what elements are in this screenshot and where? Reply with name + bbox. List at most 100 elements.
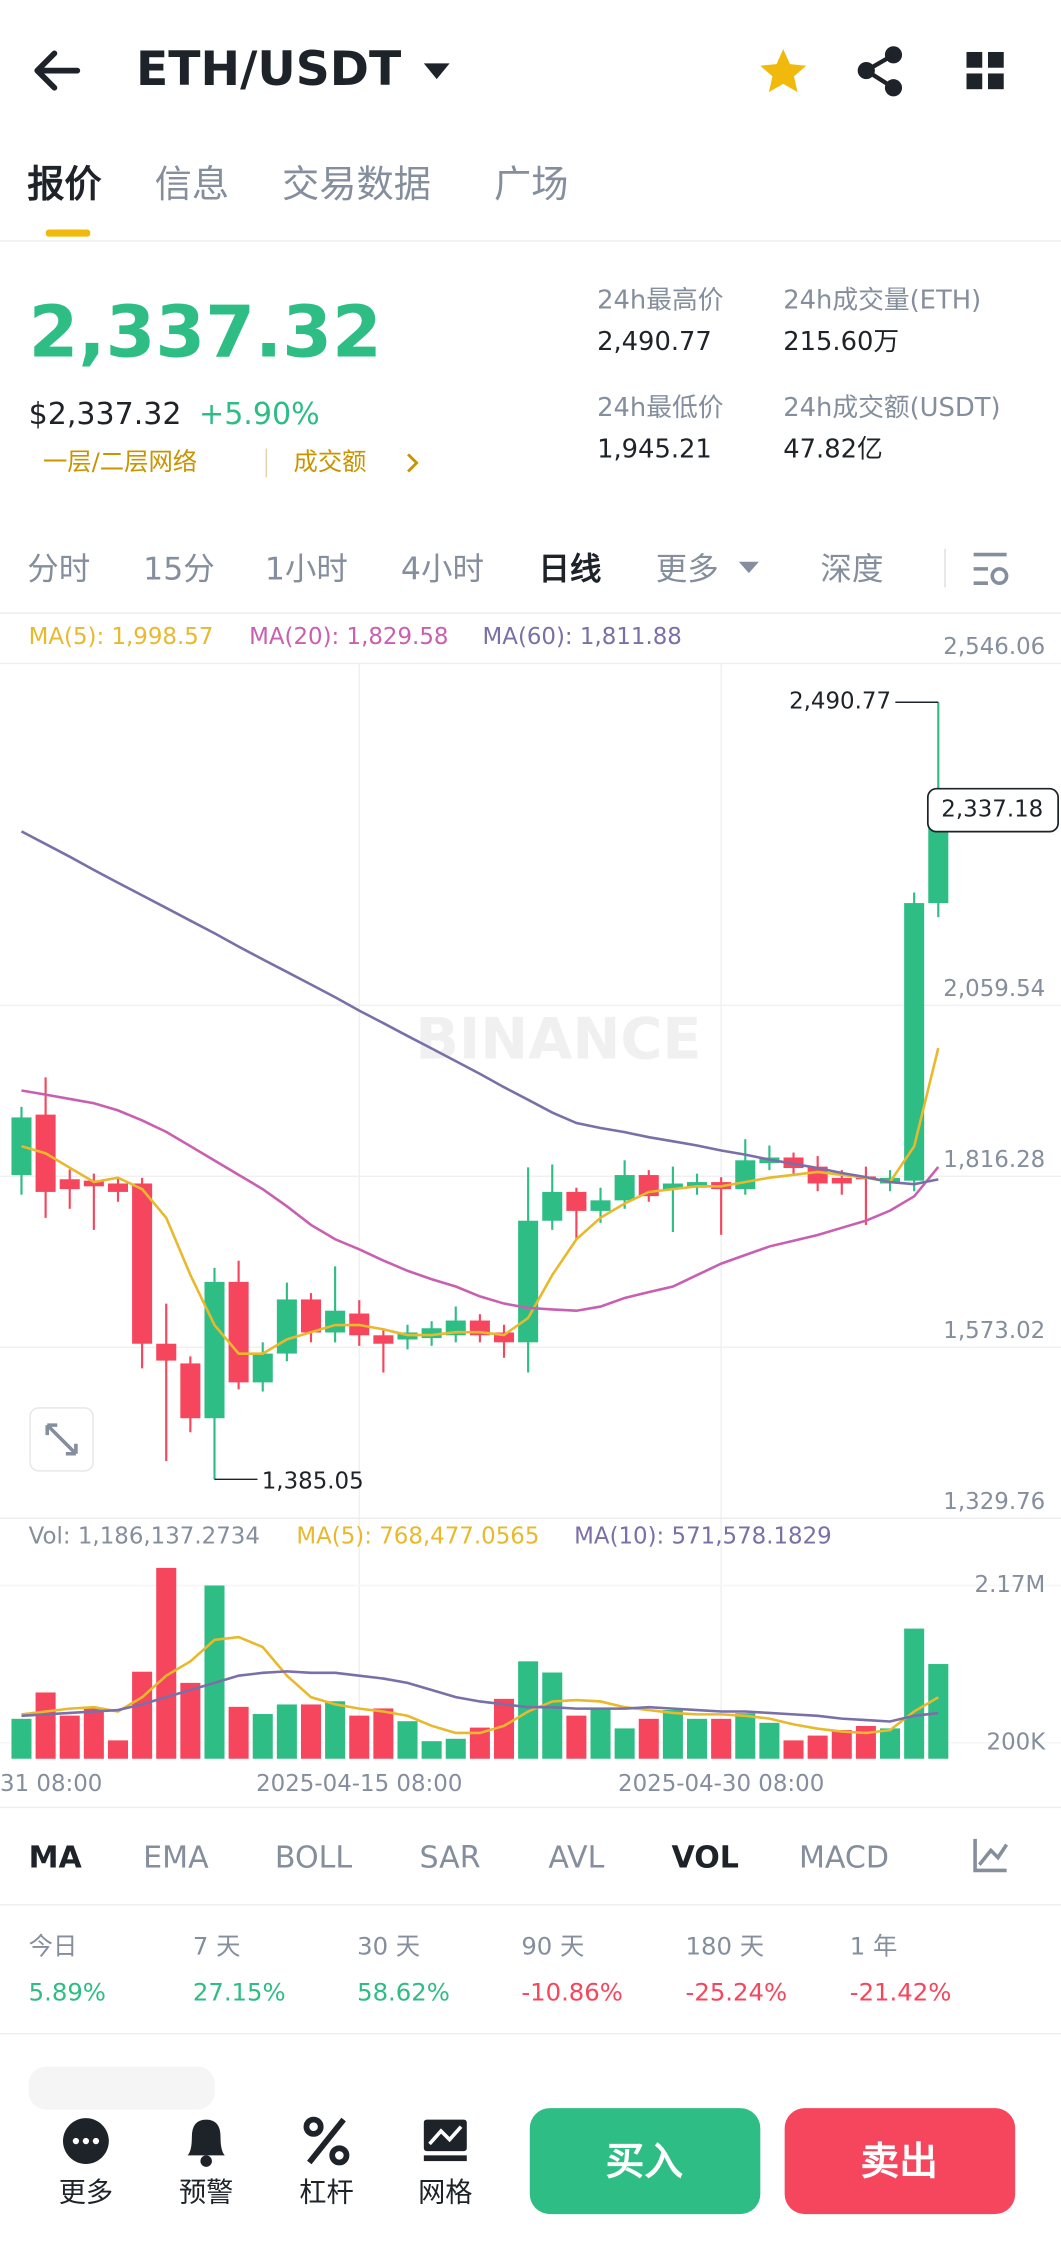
favorite-star[interactable]: [760, 49, 807, 93]
interval-tab[interactable]: 15分: [143, 551, 215, 587]
indicator-tab[interactable]: MACD: [799, 1840, 889, 1875]
pair-dropdown[interactable]: [423, 63, 450, 80]
candle-body: [132, 1183, 153, 1344]
indicator-tab[interactable]: MA: [29, 1840, 83, 1875]
buy-button[interactable]: [529, 2108, 761, 2215]
buy-label[interactable]: 买入: [606, 2139, 684, 2184]
interval-tab[interactable]: 4小时: [401, 551, 484, 587]
usd-price: $2,337.32: [29, 397, 182, 432]
y-tick-label: 1,329.76: [943, 1489, 1045, 1515]
candle-body: [180, 1363, 201, 1419]
tab[interactable]: 信息: [155, 162, 229, 206]
volume-bar: [855, 1726, 876, 1759]
candle-body: [228, 1281, 249, 1383]
grid-menu-icon[interactable]: [966, 51, 1004, 90]
volume-bar: [397, 1721, 418, 1759]
action-label[interactable]: 杠杆: [299, 2178, 353, 2209]
tab[interactable]: 广场: [494, 162, 568, 206]
volume-bar: [180, 1682, 201, 1759]
tab[interactable]: 报价: [27, 162, 102, 206]
volume-bar: [662, 1710, 683, 1759]
indicator-tab[interactable]: SAR: [420, 1840, 481, 1875]
candle-body: [156, 1343, 177, 1361]
action-label[interactable]: 更多: [59, 2178, 113, 2209]
perf-label: 今日: [29, 1932, 78, 1961]
volume-bar: [687, 1718, 708, 1759]
volume-bar: [566, 1715, 587, 1759]
tag-link[interactable]: 一层/二层网络: [43, 447, 197, 476]
legend-entry: MA(5): 768,477.0565: [296, 1523, 539, 1549]
volume-bar: [349, 1715, 370, 1759]
volume-bar: [132, 1671, 153, 1759]
volume-bar: [928, 1664, 949, 1759]
x-tick-label: 2025-04-15 08:00: [256, 1771, 462, 1797]
tab[interactable]: 交易数据: [282, 162, 431, 206]
candle-body: [735, 1160, 756, 1190]
grid-bot-icon[interactable]: [423, 2119, 467, 2162]
volume-bar: [880, 1728, 901, 1759]
candle-body: [566, 1191, 587, 1211]
action-label[interactable]: 预警: [179, 2178, 233, 2209]
volume-bar: [759, 1722, 780, 1759]
indicator-tab[interactable]: AVL: [548, 1840, 604, 1875]
legend-entry: MA(10): 571,578.1829: [574, 1523, 832, 1549]
sell-button[interactable]: [784, 2108, 1016, 2215]
action-label[interactable]: 网格: [418, 2178, 472, 2209]
alert-icon[interactable]: [187, 2119, 225, 2167]
volume-bar: [783, 1740, 804, 1759]
indicator-tab[interactable]: VOL: [672, 1840, 739, 1875]
chart-settings-icon[interactable]: [973, 552, 1009, 585]
last-price-label: 2,337.18: [941, 797, 1043, 823]
legend-entry: MA(5): 1,998.57: [29, 624, 214, 650]
perf-label: 180 天: [686, 1932, 764, 1961]
interval-tab[interactable]: 深度: [820, 551, 883, 587]
perf-value: -21.42%: [850, 1978, 952, 2007]
candle-body: [300, 1299, 322, 1333]
leverage-icon[interactable]: [303, 2116, 350, 2166]
volume-bar: [493, 1698, 515, 1759]
perf-label: 30 天: [357, 1932, 420, 1961]
tag-link[interactable]: 成交额: [294, 447, 367, 476]
volume-bar: [469, 1727, 490, 1759]
expand-icon: [45, 1423, 78, 1456]
back-button[interactable]: [34, 50, 81, 91]
candle-body: [590, 1200, 611, 1211]
tab-indicator: [45, 229, 91, 237]
more-icon[interactable]: [63, 2118, 109, 2164]
volume-bar: [638, 1718, 659, 1759]
chevron: [407, 453, 419, 473]
last-price-box: [926, 787, 1059, 833]
perf-label: 1 年: [850, 1932, 898, 1961]
indicator-tab[interactable]: BOLL: [275, 1840, 352, 1875]
candle-body: [807, 1166, 828, 1184]
pair-title[interactable]: ETH/USDT: [136, 42, 401, 97]
perf-value: 5.89%: [29, 1978, 106, 2007]
volume-bar: [11, 1718, 32, 1759]
indicator-tab[interactable]: EMA: [143, 1840, 209, 1875]
legend-entry: MA(20): 1,829.58: [249, 624, 448, 650]
perf-value: 58.62%: [357, 1978, 450, 2007]
more-dropdown[interactable]: [738, 561, 759, 574]
interval-tab[interactable]: 日线: [538, 551, 601, 587]
perf-value: 27.15%: [193, 1978, 286, 2007]
volume-bar: [518, 1661, 539, 1759]
candle-body: [83, 1180, 104, 1187]
candle-body: [614, 1175, 635, 1201]
interval-tab[interactable]: 分时: [27, 551, 90, 587]
interval-tab[interactable]: 1小时: [265, 551, 348, 587]
stat-label: 24h成交量(ETH): [783, 286, 981, 316]
volume-bar: [542, 1672, 563, 1759]
candle-body: [59, 1179, 80, 1190]
legend-entry: MA(60): 1,811.88: [483, 624, 682, 650]
candle-body: [928, 810, 949, 904]
volume-bar: [59, 1715, 80, 1759]
share-icon[interactable]: [857, 46, 903, 97]
volume-bar: [373, 1708, 394, 1759]
sell-label[interactable]: 卖出: [861, 2139, 938, 2184]
candle-body: [421, 1328, 442, 1339]
indicator-settings-icon[interactable]: [973, 1838, 1009, 1873]
interval-tab[interactable]: 更多: [656, 551, 719, 587]
stat-value: 2,490.77: [597, 327, 712, 357]
stat-value: 47.82亿: [783, 435, 883, 465]
